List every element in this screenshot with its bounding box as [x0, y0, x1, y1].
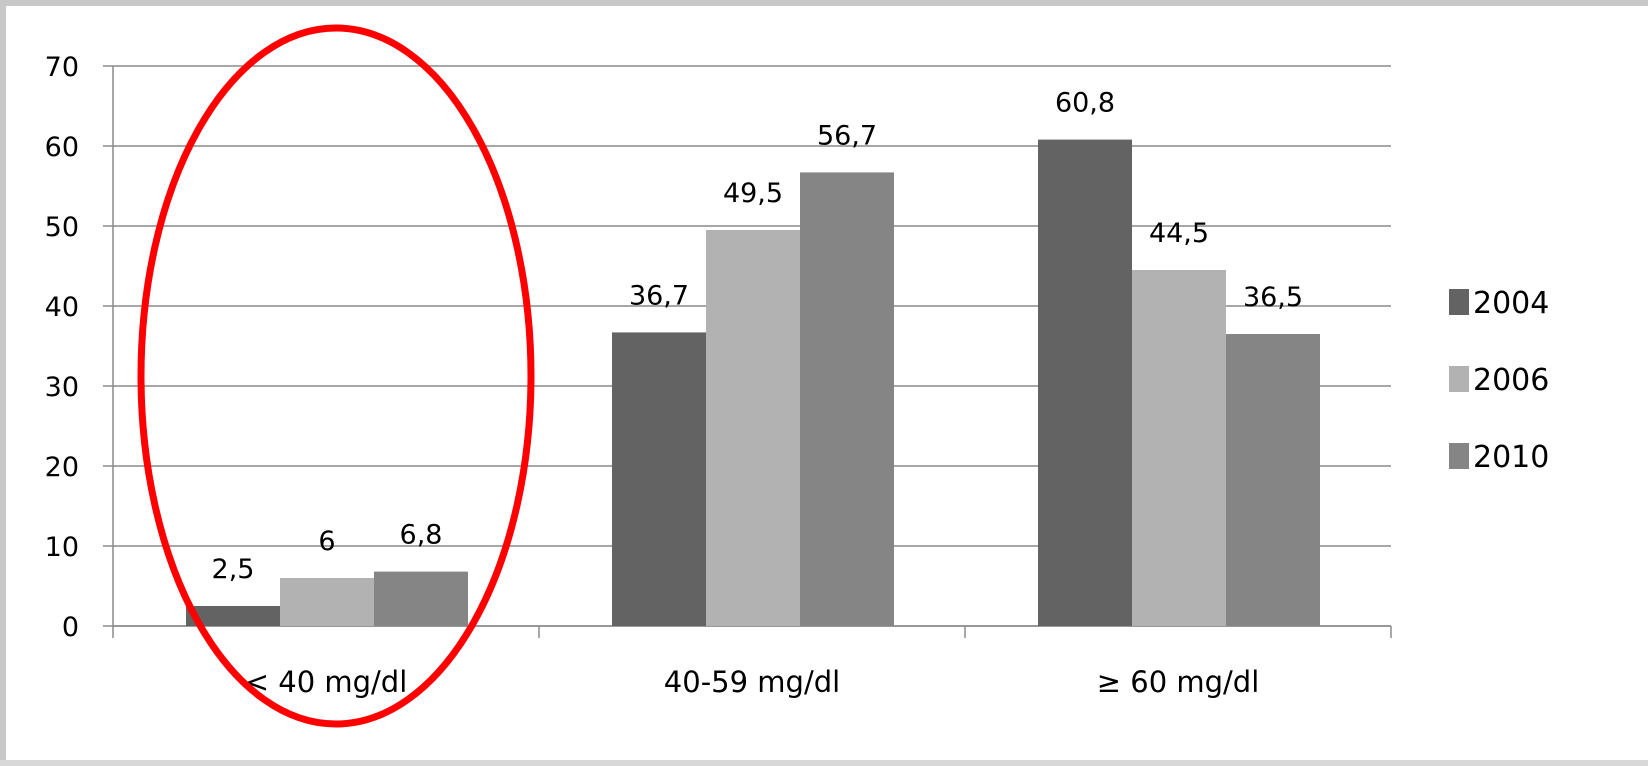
highlight-ellipse — [137, 24, 535, 728]
bar-2006-1 — [280, 578, 374, 626]
legend-label: 2006 — [1473, 363, 1549, 398]
data-label: 60,8 — [1055, 88, 1115, 119]
y-tick-label: 20 — [45, 452, 79, 483]
y-tick-label: 50 — [45, 212, 79, 243]
x-category-label: ≥ 60 mg/dl — [1097, 665, 1260, 699]
bar-2004-2 — [612, 332, 706, 626]
y-tick-label: 30 — [45, 372, 79, 403]
bar-2004-1 — [186, 606, 280, 626]
y-tick-label: 40 — [45, 292, 79, 323]
data-label: 56,7 — [817, 120, 877, 151]
bar-2010-2 — [800, 172, 894, 626]
data-label: 36,5 — [1243, 282, 1303, 313]
legend-label: 2010 — [1473, 440, 1549, 475]
highlight-annotation — [137, 24, 535, 728]
legend-swatch — [1449, 443, 1469, 469]
data-label: 6 — [318, 526, 335, 557]
y-tick-label: 10 — [45, 532, 79, 563]
x-category-label: < 40 mg/dl — [245, 665, 408, 699]
data-label: 6,8 — [400, 520, 443, 551]
bar-2006-2 — [706, 230, 800, 626]
bar-2004-3 — [1038, 139, 1132, 626]
legend-label: 2004 — [1473, 286, 1549, 321]
bar-2010-1 — [374, 571, 468, 626]
y-tick-label: 60 — [45, 132, 79, 163]
bar-2006-3 — [1132, 270, 1226, 626]
y-tick-label: 70 — [45, 52, 79, 83]
bars — [186, 139, 1320, 626]
data-label: 49,5 — [723, 178, 783, 209]
data-label: 36,7 — [629, 280, 689, 311]
data-label: 2,5 — [212, 554, 255, 585]
x-category-label: 40-59 mg/dl — [664, 665, 840, 699]
bar-chart: 0 10 20 30 40 50 60 70 < 40 mg/dl 40-59 mg/dl ≥ 60… — [45, 24, 1549, 728]
y-tick-label: 0 — [62, 612, 79, 643]
data-label: 44,5 — [1149, 218, 1209, 249]
bar-2010-3 — [1226, 334, 1320, 626]
legend: 2004 2006 2010 — [1449, 286, 1549, 475]
data-labels: 2,5 6 6,8 36,7 49,5 56,7 60,8 44,5 36,5 — [212, 88, 1304, 585]
legend-swatch — [1449, 289, 1469, 315]
axes: 0 10 20 30 40 50 60 70 < 40 mg/dl 40-59 mg/dl ≥ 60… — [45, 52, 1392, 699]
legend-swatch — [1449, 366, 1469, 392]
